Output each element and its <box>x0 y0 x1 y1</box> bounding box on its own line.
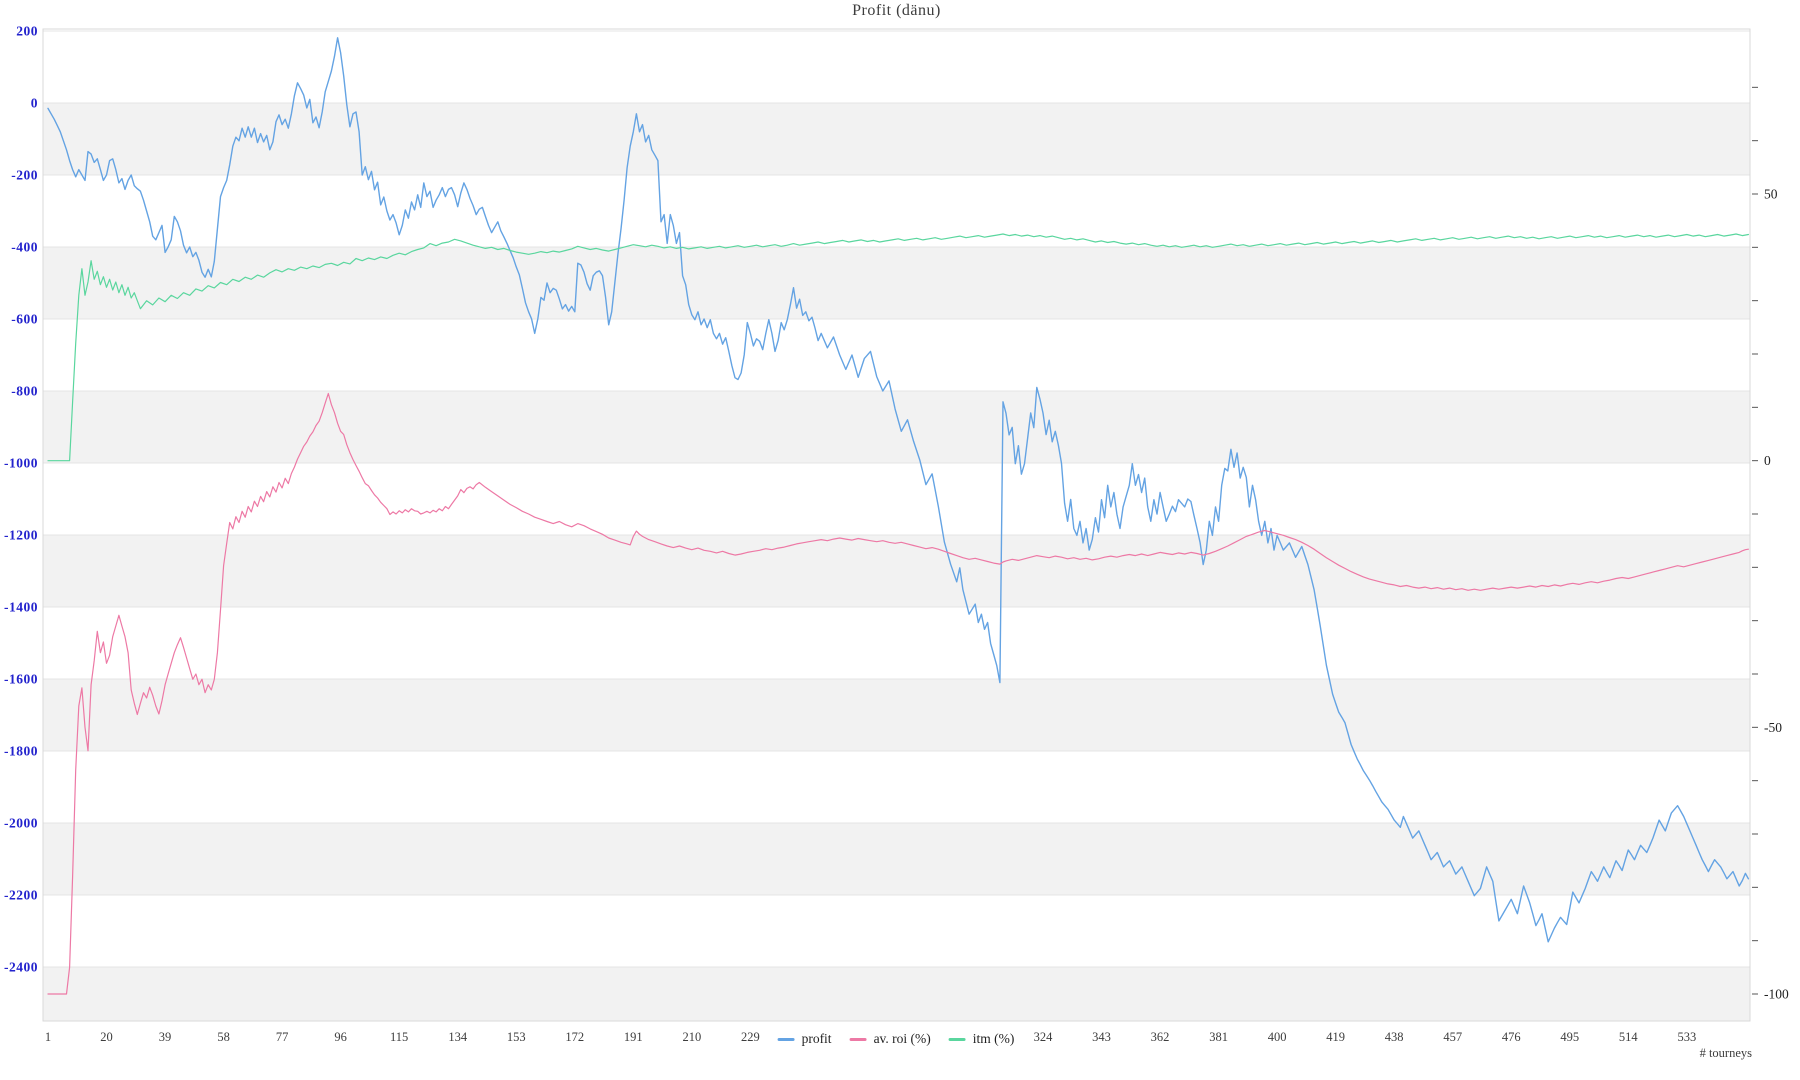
right-axis-tick-label: -50 <box>1764 720 1782 735</box>
x-axis-tick-label: 381 <box>1209 1030 1228 1044</box>
plot-bands <box>43 103 1750 1021</box>
x-axis-tick-label: 1 <box>45 1030 51 1044</box>
x-axis-tick-label: 495 <box>1560 1030 1579 1044</box>
x-axis-tick-label: 20 <box>100 1030 113 1044</box>
left-axis-tick-label: -1000 <box>4 456 38 471</box>
legend-label-itm: itm (%) <box>972 1031 1015 1046</box>
legend-item-profit[interactable]: profit <box>777 1031 832 1047</box>
x-axis-tick-label: 438 <box>1385 1030 1404 1044</box>
x-axis-tick-label: 533 <box>1677 1030 1696 1044</box>
left-axis-tick-label: 200 <box>16 24 38 39</box>
left-axis-tick-label: -1800 <box>4 744 38 759</box>
x-axis-tick-label: 476 <box>1502 1030 1521 1044</box>
x-axis-tick-label: 457 <box>1443 1030 1462 1044</box>
x-axis-tick-label: 191 <box>624 1030 643 1044</box>
chart-title: Profit (dänu) <box>852 2 941 19</box>
series-av-roi <box>47 392 1750 995</box>
left-axis-tick-label: -200 <box>11 168 38 183</box>
x-axis-tick-label: 514 <box>1619 1030 1639 1044</box>
left-axis-tick-label: -2000 <box>4 816 38 831</box>
x-axis-tick-label: 210 <box>682 1030 701 1044</box>
x-axis-tick-label: 77 <box>276 1030 289 1044</box>
x-axis-tick-label: 58 <box>217 1030 230 1044</box>
legend-item-itm[interactable]: itm (%) <box>948 1031 1015 1047</box>
left-axis-tick-label: -400 <box>11 240 38 255</box>
x-axis-tick-label: 229 <box>741 1030 760 1044</box>
left-axis-tick-label: -1400 <box>4 600 38 615</box>
x-axis-tick-label: 96 <box>334 1030 347 1044</box>
left-axis-labels: 200 0 -200 -400 -600 -800 -1000 -1200 -1400 -1600… <box>4 24 38 975</box>
gridlines <box>43 30 1750 968</box>
legend-swatch-profit <box>777 1037 795 1041</box>
x-axis-tick-label: 153 <box>507 1030 526 1044</box>
legend-swatch-itm <box>948 1037 966 1041</box>
x-axis-tick-label: 172 <box>565 1030 584 1044</box>
x-axis-tick-label: 343 <box>1092 1030 1111 1044</box>
legend-label-av-roi: av. roi (%) <box>873 1031 931 1046</box>
left-axis-tick-label: -600 <box>11 312 38 327</box>
legend-label-profit: profit <box>801 1031 832 1046</box>
right-axis-tick-label: 0 <box>1764 453 1771 468</box>
x-axis-tick-label: 400 <box>1268 1030 1287 1044</box>
left-axis-tick-label: -2400 <box>4 960 38 975</box>
x-axis-tick-label: 324 <box>1034 1030 1054 1044</box>
right-axis-tick-label: 50 <box>1764 187 1778 202</box>
left-axis-tick-label: -1600 <box>4 672 38 687</box>
x-axis-tick-label: 39 <box>159 1030 172 1044</box>
series-itm <box>47 233 1750 462</box>
x-axis-title: # tourneys <box>1699 1046 1752 1060</box>
legend: profit av. roi (%) itm (%) <box>765 1028 1027 1050</box>
x-axis-labels: 1 20 39 58 77 96 115 134 153 172 191 210 229 324 343 36… <box>45 1030 1696 1044</box>
x-axis-tick-label: 419 <box>1326 1030 1345 1044</box>
legend-swatch-av-roi <box>849 1037 867 1041</box>
x-axis-tick-label: 362 <box>1151 1030 1170 1044</box>
series-group <box>47 37 1750 995</box>
right-axis-tick-label: -100 <box>1764 987 1789 1002</box>
x-axis-tick-label: 134 <box>448 1030 468 1044</box>
left-axis-tick-label: 0 <box>31 96 38 111</box>
left-axis-tick-label: -1200 <box>4 528 38 543</box>
x-axis-tick-label: 115 <box>390 1030 408 1044</box>
right-axis: 50 0 -50 -100 <box>1752 86 1789 1002</box>
legend-item-av-roi[interactable]: av. roi (%) <box>849 1031 931 1047</box>
plot-border <box>42 28 1751 1022</box>
series-profit <box>47 37 1750 943</box>
left-axis-tick-label: -2200 <box>4 888 38 903</box>
left-axis-tick-label: -800 <box>11 384 38 399</box>
